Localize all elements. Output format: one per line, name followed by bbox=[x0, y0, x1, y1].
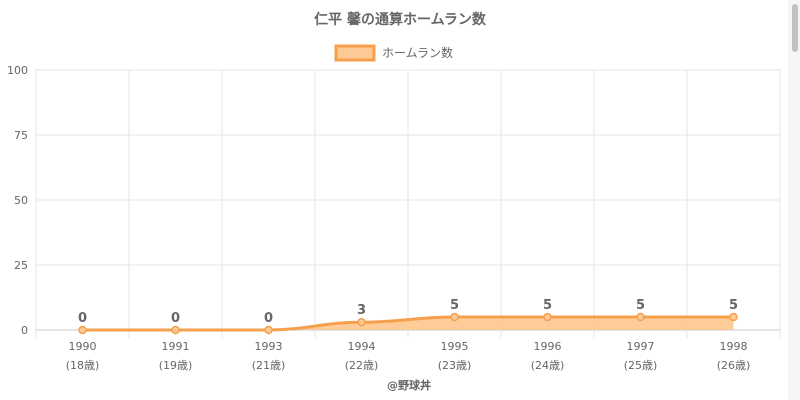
x-tick-label: 1994 bbox=[348, 340, 376, 353]
data-point[interactable] bbox=[729, 312, 738, 322]
y-tick-label: 75 bbox=[14, 129, 28, 142]
data-point[interactable] bbox=[357, 317, 366, 327]
x-tick-label: 1993 bbox=[255, 340, 283, 353]
x-tick-sublabel: (18歳) bbox=[66, 359, 100, 372]
data-label: 0 bbox=[264, 311, 273, 326]
x-tick-sublabel: (19歳) bbox=[159, 359, 193, 372]
x-tick-label: 1995 bbox=[441, 340, 469, 353]
x-tick-sublabel: (23歳) bbox=[438, 359, 472, 372]
data-point[interactable] bbox=[264, 325, 273, 335]
x-tick-label: 1997 bbox=[627, 340, 655, 353]
data-label: 0 bbox=[78, 311, 87, 326]
grid bbox=[35, 69, 781, 338]
series-line bbox=[82, 315, 734, 332]
data-point[interactable] bbox=[171, 325, 180, 335]
data-label: 5 bbox=[543, 298, 552, 313]
x-tick-label: 1991 bbox=[162, 340, 190, 353]
series-area bbox=[82, 317, 734, 330]
x-axis-ticks: 1990 (18歳) 1991 (19歳) 1993 (21歳) 1994 (22歳) 1995… bbox=[66, 340, 751, 372]
y-tick-label: 0 bbox=[21, 324, 28, 337]
data-point[interactable] bbox=[78, 325, 87, 335]
data-point[interactable] bbox=[450, 312, 459, 322]
data-point[interactable] bbox=[543, 312, 552, 322]
y-tick-label: 25 bbox=[14, 259, 28, 272]
x-tick-sublabel: (21歳) bbox=[252, 359, 286, 372]
data-point[interactable] bbox=[636, 312, 645, 322]
scrollbar-thumb[interactable] bbox=[792, 4, 798, 52]
x-tick-sublabel: (22歳) bbox=[345, 359, 379, 372]
y-tick-label: 100 bbox=[7, 64, 28, 77]
legend-label[interactable]: ホームラン数 bbox=[382, 45, 453, 60]
y-axis-ticks: 100 75 50 25 0 bbox=[7, 64, 28, 337]
data-label: 0 bbox=[171, 311, 180, 326]
data-label: 5 bbox=[729, 298, 738, 313]
x-tick-sublabel: (25歳) bbox=[624, 359, 658, 372]
x-tick-label: 1996 bbox=[534, 340, 562, 353]
chart-title: 仁平 馨の通算ホームラン数 bbox=[314, 11, 487, 28]
data-labels: 0 0 0 3 5 5 5 5 bbox=[78, 298, 738, 326]
legend-swatch[interactable] bbox=[334, 44, 376, 62]
x-tick-sublabel: (24歳) bbox=[531, 359, 565, 372]
x-tick-label: 1998 bbox=[720, 340, 748, 353]
data-label: 5 bbox=[636, 298, 645, 313]
legend: ホームラン数 bbox=[334, 44, 453, 62]
series bbox=[78, 312, 738, 335]
scrollbar[interactable] bbox=[788, 0, 800, 400]
data-label: 5 bbox=[450, 298, 459, 313]
x-tick-label: 1990 bbox=[69, 340, 97, 353]
y-tick-label: 50 bbox=[14, 194, 28, 207]
credit: @野球丼 bbox=[387, 378, 431, 392]
x-tick-sublabel: (26歳) bbox=[717, 359, 751, 372]
data-label: 3 bbox=[357, 303, 366, 318]
